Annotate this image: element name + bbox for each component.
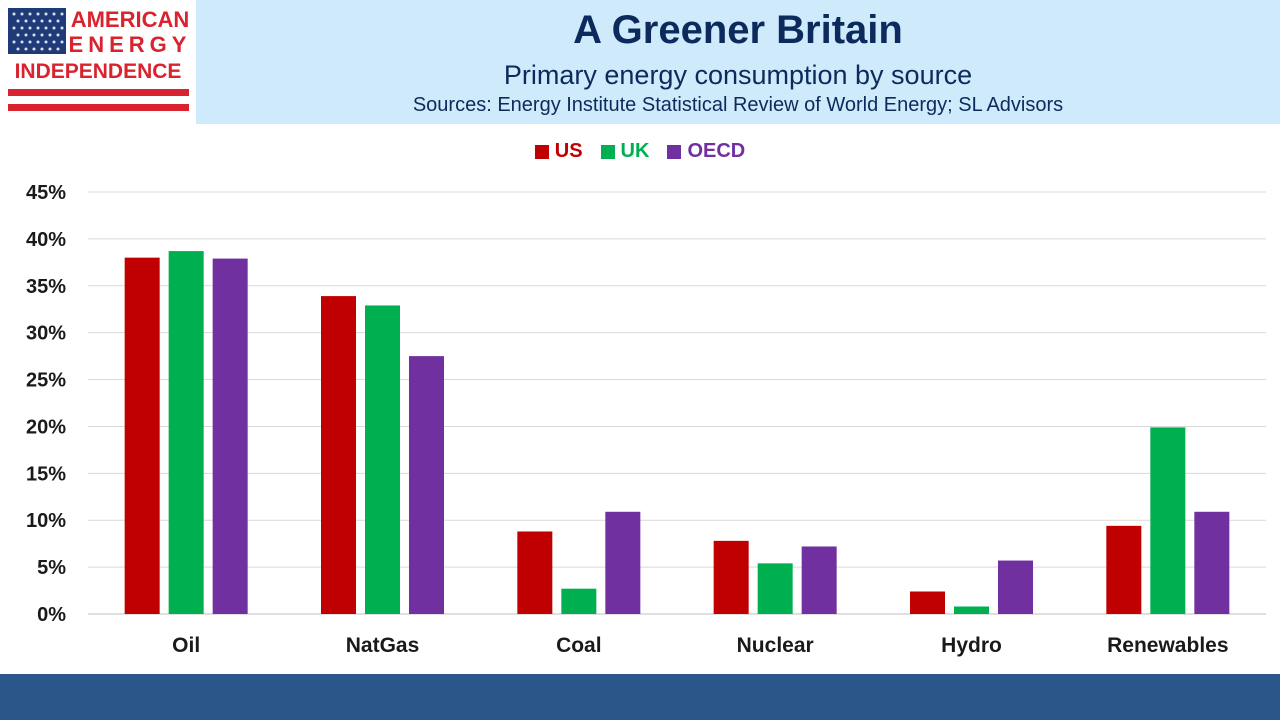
bar-us-hydro (910, 591, 945, 614)
bar-us-natgas (321, 296, 356, 614)
x-category-label: NatGas (346, 634, 420, 657)
x-category-label: Oil (172, 634, 200, 657)
y-tick-label: 45% (26, 182, 66, 204)
x-category-label: Hydro (941, 634, 1002, 657)
bar-uk-hydro (954, 606, 989, 614)
legend-label-uk: UK (620, 140, 650, 162)
bar-oecd-nuclear (801, 546, 837, 614)
footer-bar (0, 674, 1280, 720)
y-tick-label: 15% (26, 463, 66, 485)
bar-uk-natgas (365, 305, 400, 614)
y-tick-label: 35% (26, 276, 66, 298)
bar-oecd-coal (605, 511, 641, 614)
y-tick-label: 40% (26, 229, 66, 251)
legend-label-oecd: OECD (687, 140, 746, 162)
chart-legend: US UK OECD (0, 140, 1280, 163)
legend-item-uk: UK (600, 140, 650, 163)
y-tick-label: 10% (26, 510, 66, 532)
legend-item-us: US (534, 140, 583, 163)
x-category-label: Coal (556, 634, 602, 657)
bar-chart: 0% 5% 10% 15% 20% 25% 30% 35% 40% 45% Oil NatGas Coa… (26, 182, 1266, 657)
x-category-label: Nuclear (737, 634, 814, 657)
bar-us-renewables (1106, 525, 1142, 614)
bar-us-coal (517, 531, 553, 614)
y-tick-label: 5% (37, 557, 66, 579)
sources-note: Sources: Energy Institute Statistical Re… (412, 94, 1064, 116)
bar-us-oil (124, 257, 160, 614)
bar-oecd-natgas (409, 356, 444, 614)
bar-uk-coal (561, 588, 597, 614)
y-tick-label: 25% (26, 370, 66, 392)
bar-uk-nuclear (757, 563, 793, 614)
legend-label-us: US (554, 140, 583, 162)
bar-oecd-hydro (998, 560, 1033, 614)
logo-line-3: INDEPENDENCE (15, 60, 182, 83)
logo-line-2: ENERGY (69, 32, 192, 57)
bar-uk-oil (168, 251, 204, 614)
y-tick-label: 20% (26, 416, 66, 438)
legend-swatch-us (534, 144, 549, 159)
american-energy-independence-logo: AMERICAN ENERGY INDEPENDENCE (0, 0, 196, 124)
y-tick-label: 0% (37, 604, 66, 626)
bar-oecd-renewables (1194, 511, 1230, 614)
logo-line-1: AMERICAN (71, 7, 190, 32)
page-title: A Greener Britain (573, 8, 903, 52)
header-band (196, 0, 1280, 124)
page-subtitle: Primary energy consumption by source (503, 60, 973, 90)
legend-swatch-oecd (667, 144, 682, 159)
legend-swatch-uk (600, 144, 615, 159)
y-tick-label: 30% (26, 323, 66, 345)
x-category-label: Renewables (1107, 634, 1228, 657)
bar-oecd-oil (212, 258, 248, 614)
bar-us-nuclear (713, 540, 749, 614)
bar-uk-renewables (1150, 427, 1186, 614)
legend-item-oecd: OECD (667, 140, 745, 163)
